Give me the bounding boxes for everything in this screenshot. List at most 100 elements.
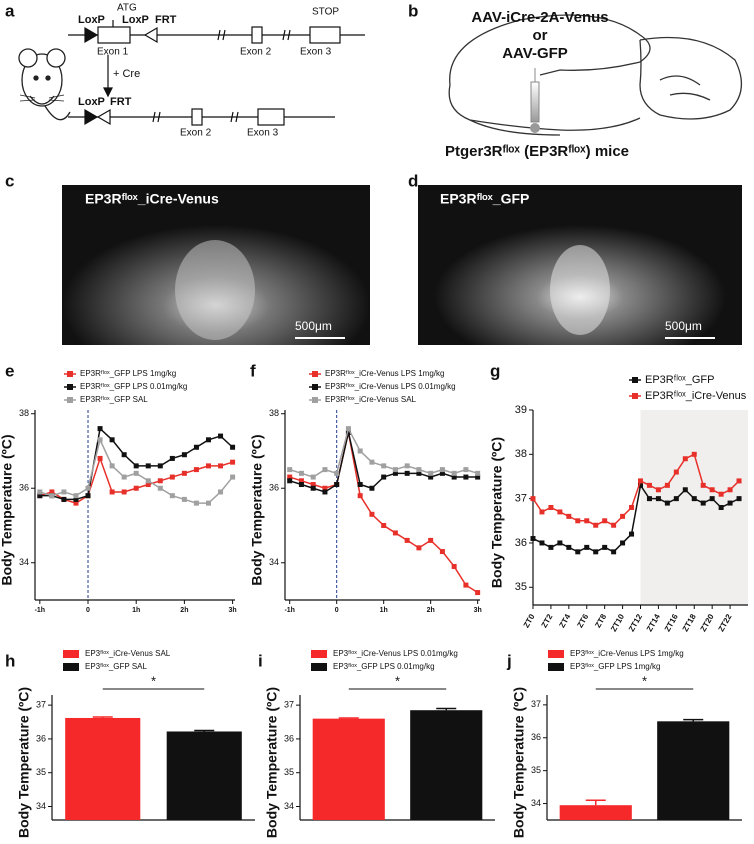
y-axis-label: Body Temperature (ºC) [264, 687, 280, 838]
brain-outline [448, 14, 742, 136]
x-tick-label: ZT12 [627, 612, 644, 633]
legend-swatch [311, 663, 327, 671]
micrograph-signal [550, 245, 610, 335]
data-point [181, 452, 187, 458]
data-point [287, 474, 293, 480]
y-tick-label: 34 [19, 557, 29, 567]
injection-site [530, 123, 540, 133]
label: AAV-GFP [502, 45, 568, 62]
error-bar [194, 729, 215, 732]
data-point [298, 482, 304, 488]
significance-label: * [395, 673, 400, 688]
data-point [593, 549, 599, 555]
mouse-icon [18, 48, 71, 121]
data-point [169, 455, 175, 461]
legend-label: EP3Rᶠˡᵒˣ_iCre-Venus [645, 390, 747, 402]
data-point [736, 496, 742, 502]
legend-swatch [312, 397, 318, 403]
x-tick-label: -1h [35, 607, 46, 614]
data-point [181, 496, 187, 502]
data-point [718, 505, 724, 510]
data-point [85, 493, 91, 499]
legend-swatch [548, 663, 564, 671]
label: Exon 2 [180, 128, 212, 139]
y-tick-label: 34 [284, 801, 294, 811]
data-point [121, 489, 127, 495]
data-point [709, 487, 715, 493]
x-tick-label: ZT18 [681, 612, 698, 633]
data-point [133, 470, 139, 476]
data-point [638, 478, 643, 484]
label: STOP [312, 7, 339, 18]
data-point [691, 496, 697, 502]
data-point [205, 437, 211, 443]
legend-swatch [311, 650, 327, 658]
data-point [451, 563, 457, 569]
label: Exon 3 [300, 47, 332, 58]
data-point [700, 482, 706, 488]
legend-swatch [548, 650, 564, 658]
x-tick-label: 0 [86, 607, 90, 614]
data-point [691, 451, 697, 457]
x-tick-label: 2h [180, 607, 188, 614]
data-point [109, 463, 115, 469]
data-point [37, 493, 43, 499]
data-point [575, 549, 581, 555]
data-point [548, 544, 554, 550]
bar [312, 718, 385, 820]
significance-label: * [642, 673, 647, 688]
data-point [655, 487, 661, 493]
data-point [287, 467, 293, 473]
data-point [700, 500, 706, 506]
y-tick-label: 35 [531, 765, 541, 775]
y-tick-label: 37 [36, 700, 46, 710]
bar [166, 731, 242, 820]
data-point [638, 482, 643, 488]
data-point [428, 470, 434, 476]
label: Exon 2 [240, 47, 272, 58]
significance-label: * [151, 673, 156, 688]
y-axis-label: Body Temperature (ºC) [511, 687, 527, 838]
y-tick-label: 36 [284, 733, 294, 743]
panel-label: h [5, 651, 15, 670]
data-point [620, 513, 626, 519]
y-tick-label: 35 [36, 767, 46, 777]
data-point [392, 530, 398, 536]
data-point [475, 590, 481, 596]
label: LoxP [78, 14, 105, 26]
image-label: EP3Rᶠˡᵒˣ_iCre-Venus [85, 191, 219, 207]
y-tick-label: 37 [284, 700, 294, 710]
data-point [428, 474, 434, 480]
label: LoxP [78, 96, 105, 108]
data-point [451, 474, 457, 480]
data-point [357, 482, 363, 488]
data-point [145, 482, 151, 488]
legend-swatch [67, 384, 73, 390]
data-point [602, 518, 608, 524]
bar [65, 717, 141, 820]
data-point [404, 463, 410, 469]
y-axis-label: Body Temperature (ºC) [249, 434, 265, 585]
legend-swatch [632, 393, 638, 399]
data-point [611, 522, 617, 528]
data-point [646, 496, 652, 502]
legend-swatch [63, 650, 79, 658]
legend-label: EP3Rᶠˡᵒˣ_iCre-Venus SAL [325, 395, 417, 404]
data-point [334, 470, 340, 476]
data-point [193, 467, 199, 473]
x-tick-label: 3h [474, 607, 482, 614]
data-point [157, 478, 163, 484]
data-point [218, 463, 224, 469]
label: Exon 1 [97, 47, 129, 58]
panel-label: f [250, 361, 256, 380]
data-point [539, 540, 545, 546]
data-point [369, 459, 375, 465]
y-axis-label: Body Temperature (ºC) [0, 434, 15, 585]
data-point [584, 518, 590, 524]
legend-label: EP3ᶠˡᵒˣ_GFP SAL [85, 662, 148, 671]
data-point [287, 478, 293, 484]
label: + Cre [113, 68, 140, 80]
data-point [727, 487, 733, 493]
data-point [682, 456, 688, 462]
label: FRT [155, 14, 177, 26]
